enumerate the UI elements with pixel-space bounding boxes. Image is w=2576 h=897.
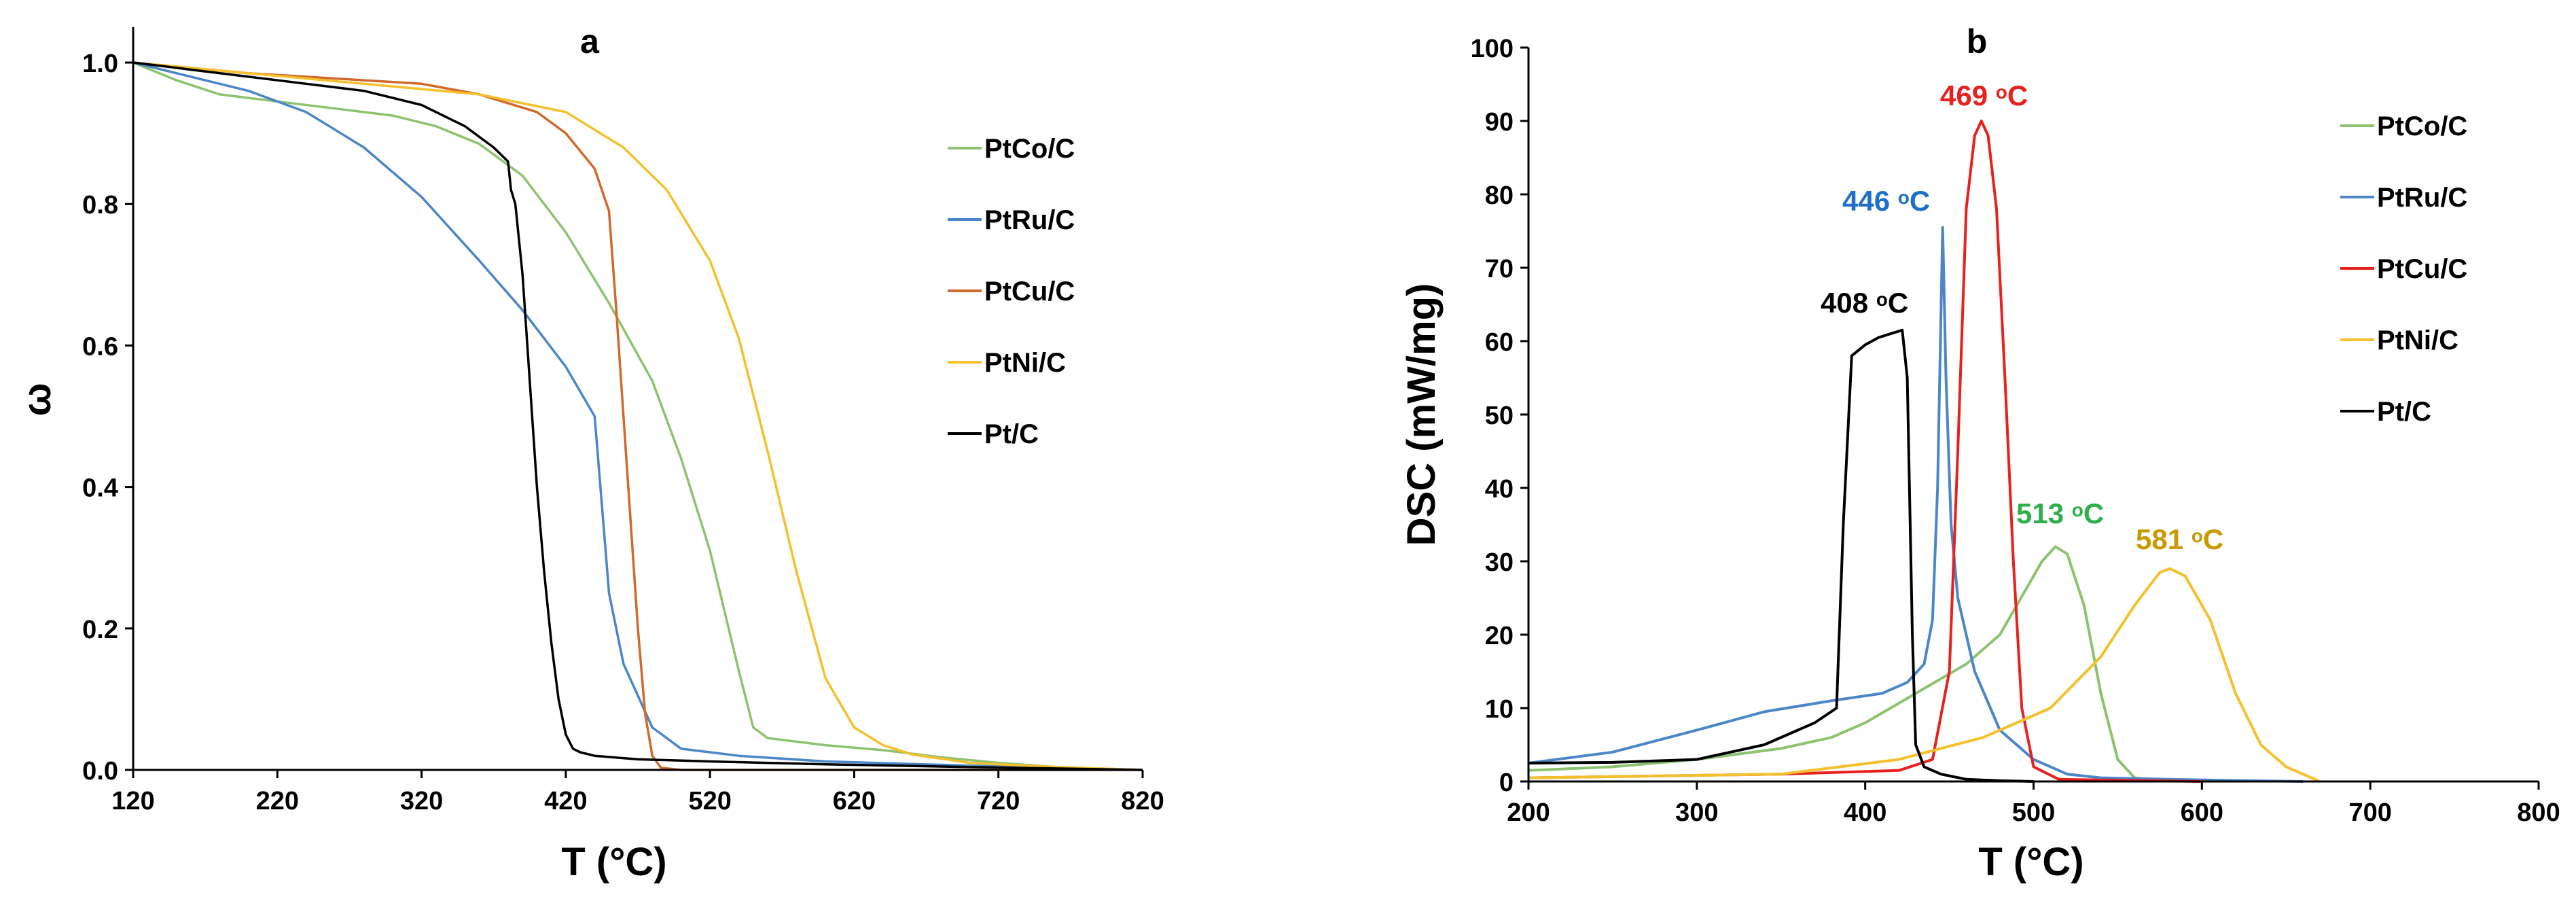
chart-a-xtick-label: 420: [544, 787, 587, 815]
chart-b-legend-label: Pt/C: [2377, 397, 2431, 427]
chart-a-series-ptcoc: [132, 61, 1143, 771]
chart-a-ylabel: ω: [15, 383, 59, 417]
chart-b-ticks: 200 300 400 500 600 700 800 0 10 20 30 40 50 60 70 80 90…: [1471, 35, 2560, 827]
chart-a-xtick-label: 520: [688, 787, 731, 815]
chart-b-xtick-label: 700: [2348, 798, 2391, 827]
chart-b-peak-label: 446 oC: [1842, 185, 1930, 217]
chart-b-ytick-label: 10: [1485, 695, 1514, 724]
chart-b-annotations: 408 oC 446 oC 469 oC 513 oC 581 oC: [1821, 80, 2223, 555]
chart-b-ytick-label: 40: [1485, 475, 1514, 504]
chart-a-xtick-label: 320: [400, 787, 443, 815]
chart-b-peak-label: 408 oC: [1821, 287, 1908, 319]
chart-b-series-ptcoc: [1528, 545, 2202, 783]
chart-b-ytick-label: 80: [1485, 181, 1514, 210]
chart-b-ytick-label: 50: [1485, 402, 1514, 430]
chart-b-legend: PtCo/C PtRu/C PtCu/C PtNi/C Pt/C: [2340, 111, 2467, 427]
chart-b-title: b: [1967, 22, 1988, 60]
chart-a-xtick-label: 120: [111, 787, 154, 815]
chart-b-series-ptc: [1528, 328, 2034, 783]
chart-b-ytick-label: 20: [1485, 622, 1514, 650]
chart-b-ylabel: DSC (mW/mg): [1399, 283, 1444, 546]
chart-b-xtick-label: 800: [2517, 798, 2560, 827]
chart-a-xtick-label: 220: [256, 787, 299, 815]
chart-b-ytick-label: 90: [1485, 108, 1514, 137]
chart-b-ytick-label: 100: [1471, 35, 1514, 63]
chart-b-series-ptnic: [1528, 567, 2321, 783]
chart-b-xlabel: T (°C): [1978, 840, 2083, 884]
chart-a-legend: PtCo/C PtRu/C PtCu/C PtNi/C Pt/C: [948, 134, 1075, 449]
chart-a-plot-lines: [132, 61, 1143, 771]
chart-a-ytick-label: 0.8: [82, 191, 118, 219]
chart-b-peak-label: 513 oC: [2016, 497, 2104, 529]
chart-b-ytick-label: 60: [1485, 328, 1514, 357]
chart-b-ytick-label: 30: [1485, 548, 1514, 577]
chart-a-legend-label: PtNi/C: [984, 348, 1066, 378]
chart-a-series-ptnic: [132, 61, 1143, 771]
chart-b-xtick-label: 600: [2181, 798, 2223, 827]
chart-b-series-ptcuc: [1528, 120, 2202, 783]
chart-a-xtick-label: 620: [833, 787, 876, 815]
chart-a-series-ptcuc: [132, 61, 1143, 771]
chart-b-legend-label: PtCu/C: [2377, 254, 2467, 284]
chart-b-legend-label: PtRu/C: [2377, 183, 2467, 213]
chart-b-xtick-label: 500: [2012, 798, 2055, 827]
chart-a-series-ptruc: [132, 61, 1143, 771]
chart-a-ytick-label: 0.6: [82, 332, 118, 361]
chart-b-legend-label: PtCo/C: [2377, 111, 2467, 141]
chart-a-legend-label: Pt/C: [984, 419, 1039, 449]
chart-b-ytick-label: 70: [1485, 255, 1514, 283]
chart-b-xtick-label: 300: [1675, 798, 1718, 827]
chart-b-xtick-label: 400: [1844, 798, 1886, 827]
chart-b-peak-label: 469 oC: [1940, 80, 2028, 111]
chart-a-xlabel: T (°C): [561, 840, 666, 884]
chart-a-ytick-label: 1.0: [82, 50, 118, 78]
chart-a-ticks: 120 220 320 420 520 620 720 820 0.0 0.2 0.4 0.6 0.8 1…: [82, 50, 1164, 815]
chart-b: b 200 300 400 500 600 700 800 0 10 20 30 40 50 60 70 80…: [1399, 22, 2560, 884]
chart-a-xtick-label: 820: [1121, 787, 1164, 815]
chart-a-legend-label: PtCu/C: [984, 277, 1075, 306]
chart-a-ytick-label: 0.4: [82, 474, 118, 503]
chart-b-ytick-label: 0: [1499, 769, 1514, 797]
chart-a-series-ptc: [132, 61, 1143, 771]
chart-a-legend-label: PtCo/C: [984, 134, 1075, 164]
chart-a: a 120 220 320 420 520 620 720 820 0.0 0.2 0.4 0.6 0.…: [15, 22, 1164, 884]
chart-a-ytick-label: 0.0: [82, 757, 118, 786]
chart-a-xtick-label: 720: [977, 787, 1020, 815]
chart-b-peak-label: 581 oC: [2136, 523, 2223, 555]
chart-a-title: a: [580, 22, 600, 60]
chart-a-ytick-label: 0.2: [82, 616, 118, 644]
chart-b-xtick-label: 200: [1507, 798, 1550, 827]
chart-a-legend-label: PtRu/C: [984, 205, 1075, 235]
chart-b-plot-lines: [1528, 120, 2321, 783]
chart-b-legend-label: PtNi/C: [2377, 326, 2458, 355]
chart-b-series-ptruc: [1528, 226, 2304, 783]
